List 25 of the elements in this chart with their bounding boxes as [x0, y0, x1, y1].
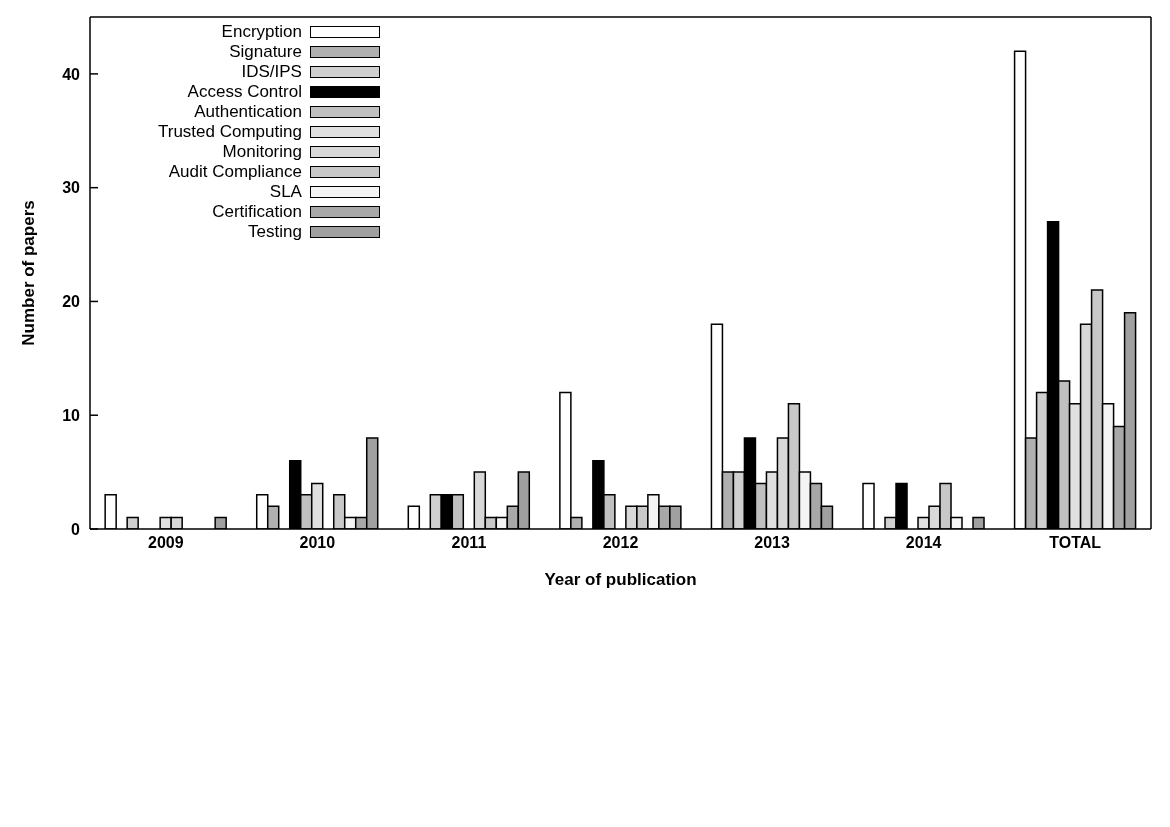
legend-label: Signature — [229, 42, 302, 62]
y-tick-label: 40 — [62, 65, 81, 83]
x-tick-label: 2013 — [754, 534, 790, 552]
y-tick-label: 20 — [62, 293, 81, 311]
y-tick-label: 10 — [62, 406, 81, 424]
y-tick-label: 0 — [71, 520, 81, 538]
x-axis-title: Year of publication — [544, 570, 697, 589]
y-tick-label: 30 — [62, 179, 81, 197]
legend-label: Encryption — [221, 22, 302, 42]
legend-label: Trusted Computing — [158, 122, 302, 142]
x-tick-label: 2010 — [299, 534, 336, 552]
legend-label: Access Control — [187, 82, 302, 102]
legend-label: Monitoring — [222, 142, 302, 162]
x-tick-label: 2011 — [451, 534, 487, 552]
x-tick-label: 2009 — [147, 534, 184, 552]
legend-label: Audit Compliance — [168, 162, 302, 182]
x-tick-label: 2014 — [905, 534, 942, 552]
legend-label: Authentication — [194, 102, 302, 122]
legend-label: Testing — [248, 222, 302, 242]
legend-label: Certification — [212, 202, 302, 222]
x-tick-label: 2012 — [602, 534, 639, 552]
legend-label: IDS/IPS — [241, 62, 302, 82]
legend-label: SLA — [269, 182, 302, 202]
x-tick-label: TOTAL — [1049, 534, 1102, 552]
y-axis-title: Number of papers — [19, 200, 39, 346]
